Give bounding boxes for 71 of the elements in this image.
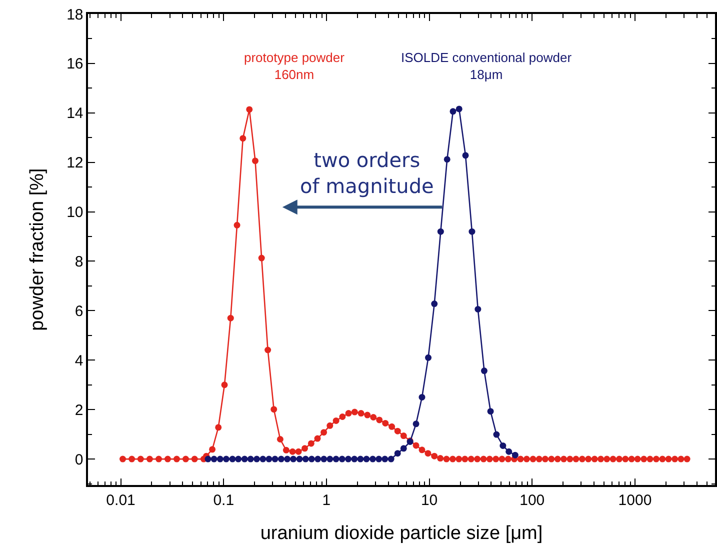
point (320, 456, 328, 462)
point (382, 456, 388, 462)
point (400, 445, 407, 452)
point (462, 152, 469, 159)
annotation: prototype powder 160nm (244, 50, 346, 82)
y-tick-label: 2 (74, 402, 84, 419)
point (480, 368, 488, 374)
point (412, 420, 420, 428)
x-axis-title: uranium dioxide particle size [μm] (260, 523, 543, 544)
point (216, 456, 224, 462)
point (437, 228, 444, 235)
point (314, 456, 322, 462)
point (418, 394, 426, 400)
point (487, 408, 494, 415)
point (345, 456, 352, 462)
point (332, 456, 340, 462)
y-tick-label: 4 (74, 352, 84, 370)
point (235, 456, 242, 462)
x-tick-label: 100 (520, 492, 545, 509)
y-tick-label: 6 (74, 302, 84, 320)
point (284, 456, 291, 462)
y-tick-label: 16 (66, 56, 84, 73)
point (376, 456, 382, 462)
point (493, 431, 500, 438)
point (450, 108, 456, 115)
point (222, 456, 230, 462)
point (370, 456, 376, 462)
point (338, 456, 346, 462)
point (351, 456, 358, 462)
point (290, 456, 297, 462)
point (394, 450, 401, 457)
point (456, 106, 462, 112)
point (506, 448, 512, 455)
point (500, 442, 506, 449)
point (363, 456, 370, 462)
x-tick-label: 1000 (618, 492, 652, 509)
point (204, 456, 212, 462)
point (512, 452, 518, 458)
point (254, 456, 260, 462)
point (302, 456, 309, 462)
point (357, 456, 364, 462)
y-axis-title: powder fraction [%] (26, 168, 48, 331)
point (241, 456, 248, 462)
y-tick-label: 18 (66, 6, 84, 24)
annotation: two orders of magnitude (300, 148, 434, 198)
point (260, 456, 266, 462)
y-tick-label: 12 (66, 154, 84, 172)
x-tick-label: 1 (322, 492, 331, 509)
point (210, 456, 218, 462)
point (308, 456, 315, 462)
y-tick-label: 10 (66, 204, 84, 222)
x-tick-label: 0.01 (106, 492, 136, 509)
y-tick-label: 8 (74, 253, 84, 270)
point (229, 456, 236, 462)
point (425, 354, 432, 361)
point (431, 300, 438, 308)
y-tick-label: 14 (66, 105, 84, 122)
point (326, 456, 334, 462)
point (444, 156, 450, 163)
point (247, 456, 254, 462)
point (474, 306, 482, 312)
x-tick-label: 10 (420, 492, 438, 509)
point (272, 456, 278, 462)
point (388, 456, 394, 462)
point (278, 456, 284, 462)
point (266, 456, 272, 462)
y-tick-label: 0 (74, 451, 84, 468)
annotation: ISOLDE conventional powder 18μm (401, 50, 572, 82)
x-tick-label: 0.1 (213, 492, 234, 509)
point (468, 228, 476, 235)
point (296, 456, 303, 462)
